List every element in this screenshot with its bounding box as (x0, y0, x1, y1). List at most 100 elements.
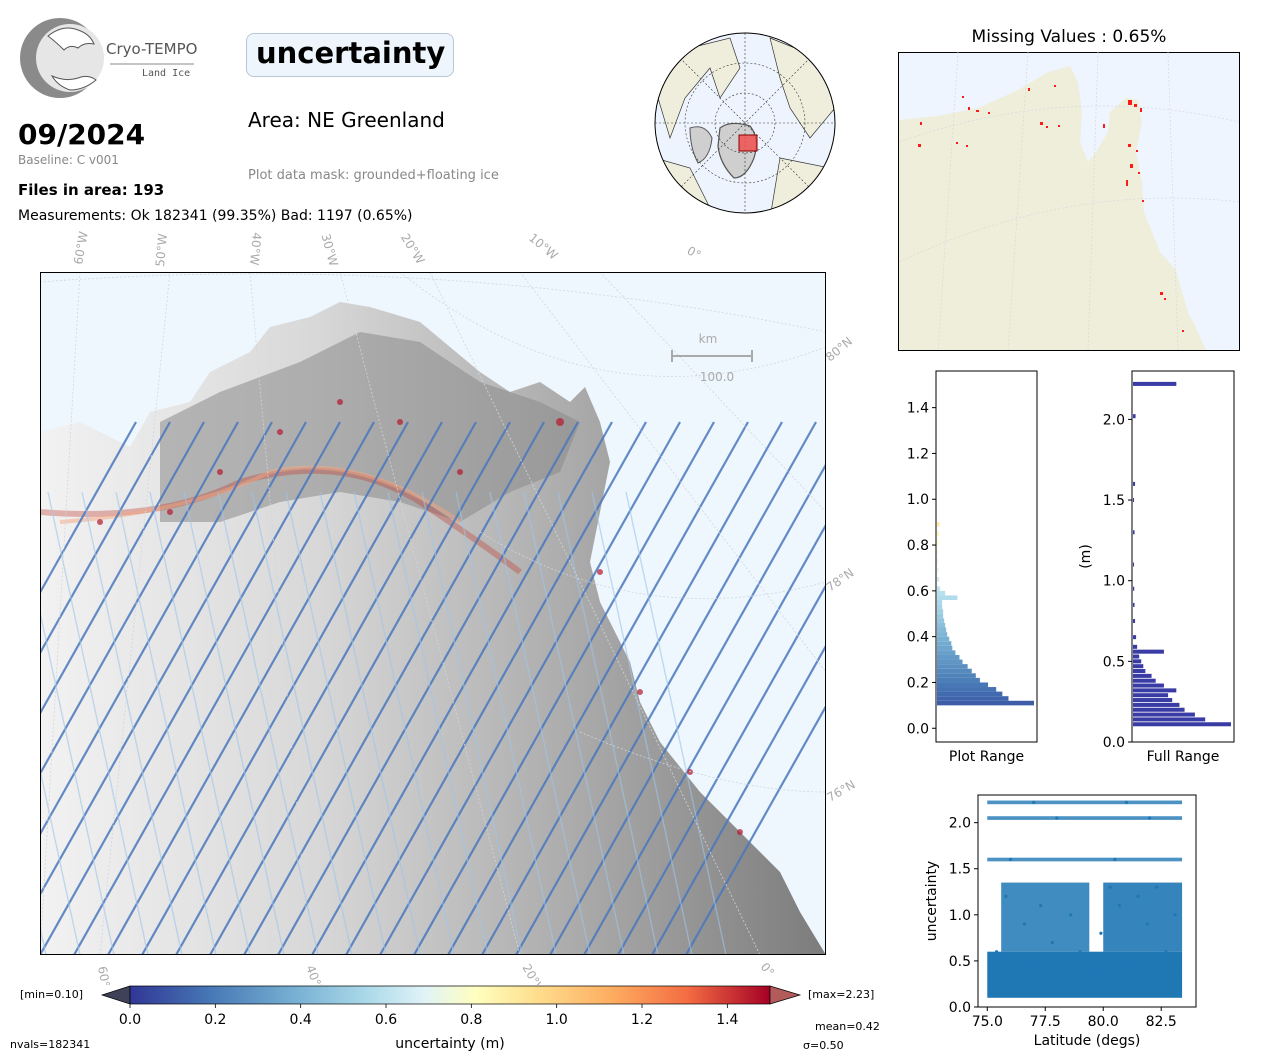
histogram-bar (1133, 712, 1195, 717)
scatter-point (1148, 816, 1152, 820)
y-tick-label: 0.5 (949, 954, 971, 970)
y-tick-label: 0.4 (907, 630, 929, 646)
polar-locator-globe (654, 32, 836, 214)
scatter-point (1127, 959, 1131, 963)
scatter-point (1008, 857, 1013, 862)
histogram-bar (937, 590, 946, 596)
scatter-point (1050, 940, 1054, 945)
histogram-frame (1131, 370, 1235, 743)
histogram-bar (1133, 602, 1135, 607)
y-tick-label: 0.0 (1103, 735, 1125, 751)
histogram-bar (937, 664, 968, 669)
full-range-histogram: 0.0 0.5 1.0 1.5 2.0 Full Range (m) (1078, 370, 1235, 765)
sigma-text: σ=0.50 (803, 1039, 844, 1052)
missing-values-map (898, 52, 1240, 351)
colorbar-max-label: [max=2.23] (808, 988, 875, 1001)
histogram-bar (937, 700, 1034, 706)
y-tick-label: 2.0 (1103, 412, 1125, 428)
histogram-bar (937, 613, 944, 619)
histogram-bar (937, 691, 1003, 697)
histogram-bar (937, 632, 948, 637)
histogram-bar (937, 696, 1009, 701)
histogram-bar (937, 604, 943, 610)
histogram-bar (1133, 717, 1206, 722)
histogram-bar (1133, 659, 1142, 664)
scatter-density-band (987, 816, 1183, 820)
histogram-bar (937, 618, 945, 623)
scatter-point (1004, 894, 1008, 898)
logo-name: Cryo-TEMPO (106, 40, 198, 58)
scatter-density-band (987, 857, 1183, 862)
files-count: Files in area: 193 (18, 181, 165, 199)
y-axis-label: uncertainty (924, 861, 940, 941)
lat-label: 80°N (823, 334, 855, 364)
colorbar-min-extension (100, 985, 131, 1005)
logo-subtitle: Land Ice (142, 68, 191, 79)
histogram-bar (937, 558, 939, 564)
main-data-map: km 100.0 (40, 272, 826, 955)
histogram-bar (1133, 693, 1169, 698)
colorbar-gradient (129, 985, 771, 1005)
scatter-density-band (1001, 882, 1090, 952)
missing-values-title: Missing Values : 0.65% (971, 27, 1167, 47)
cryo-tempo-logo (20, 18, 194, 98)
period-date: 09/2024 (18, 118, 146, 151)
scatter-frame (977, 794, 1197, 1008)
colorbar-tick-label: 1.4 (716, 1012, 738, 1028)
histogram-bar (1133, 707, 1185, 712)
histogram-bar (1133, 635, 1137, 640)
scatter-point (1099, 931, 1103, 935)
histogram-bar (937, 668, 972, 674)
scatter-density-band (987, 800, 1183, 805)
y-tick-label: 0.6 (907, 584, 929, 600)
colorbar-tick-label: 0.4 (290, 1012, 312, 1028)
histogram-bar (937, 549, 939, 555)
histogram-bar (937, 645, 953, 651)
histogram-bar (937, 627, 947, 633)
y-tick-label: 0.5 (1103, 654, 1125, 670)
scatter-point (1113, 857, 1117, 862)
histogram-bar (1133, 678, 1156, 683)
scatter-point (1145, 922, 1149, 926)
scatter-point (1164, 950, 1168, 954)
scatter-point (1154, 885, 1159, 889)
y-tick-label: 1.5 (1103, 493, 1125, 509)
lat-label: 76°N (825, 777, 858, 804)
histogram-bar (1133, 688, 1177, 693)
data-mask-text: Plot data mask: grounded+floating ice (248, 168, 499, 183)
colorbar-max-extension (769, 985, 802, 1005)
x-axis-label: Full Range (1147, 749, 1220, 765)
x-tick-label: 75.0 (972, 1014, 1003, 1030)
histogram-bar (1133, 698, 1173, 703)
parameter-box (246, 33, 454, 77)
lon-label: 60°W (71, 230, 91, 265)
scatter-point (1178, 968, 1182, 972)
colorbar-min-label: [min=0.10] (20, 988, 84, 1001)
plot-range-histogram: 0.0 0.2 0.4 0.6 0.8 1.0 1.2 1.4 Plot Range (907, 370, 1038, 765)
scatter-point (1136, 894, 1140, 898)
colorbar-tick-label: 0.0 (119, 1012, 141, 1028)
lon-label: 50°W (153, 233, 170, 267)
histogram-frame (935, 370, 1038, 743)
histogram-bar (937, 654, 960, 660)
x-tick-label: 80.0 (1088, 1014, 1119, 1030)
mean-text: mean=0.42 (815, 1020, 880, 1033)
histogram-bar (1133, 649, 1164, 654)
lon-label: 10°W (526, 231, 560, 263)
x-axis-label: Plot Range (949, 749, 1024, 765)
y-tick-label: 0.2 (907, 675, 929, 691)
histogram-bar (1133, 722, 1231, 727)
histogram-bar (1133, 664, 1144, 669)
colorbar-tick-label: 1.2 (631, 1012, 653, 1028)
area-highlight-box (738, 134, 758, 152)
scatter-point (1022, 922, 1026, 926)
histogram-bar (1133, 702, 1180, 707)
histogram-bar (1133, 414, 1136, 419)
histogram-bar (1133, 498, 1135, 503)
histogram-bar (937, 586, 941, 591)
histogram-bar (1133, 562, 1135, 567)
lon-label: 0° (758, 960, 777, 979)
lat-label: 78°N (824, 566, 857, 595)
x-tick-label: 77.5 (1030, 1014, 1061, 1030)
scatter-point (1117, 904, 1122, 908)
